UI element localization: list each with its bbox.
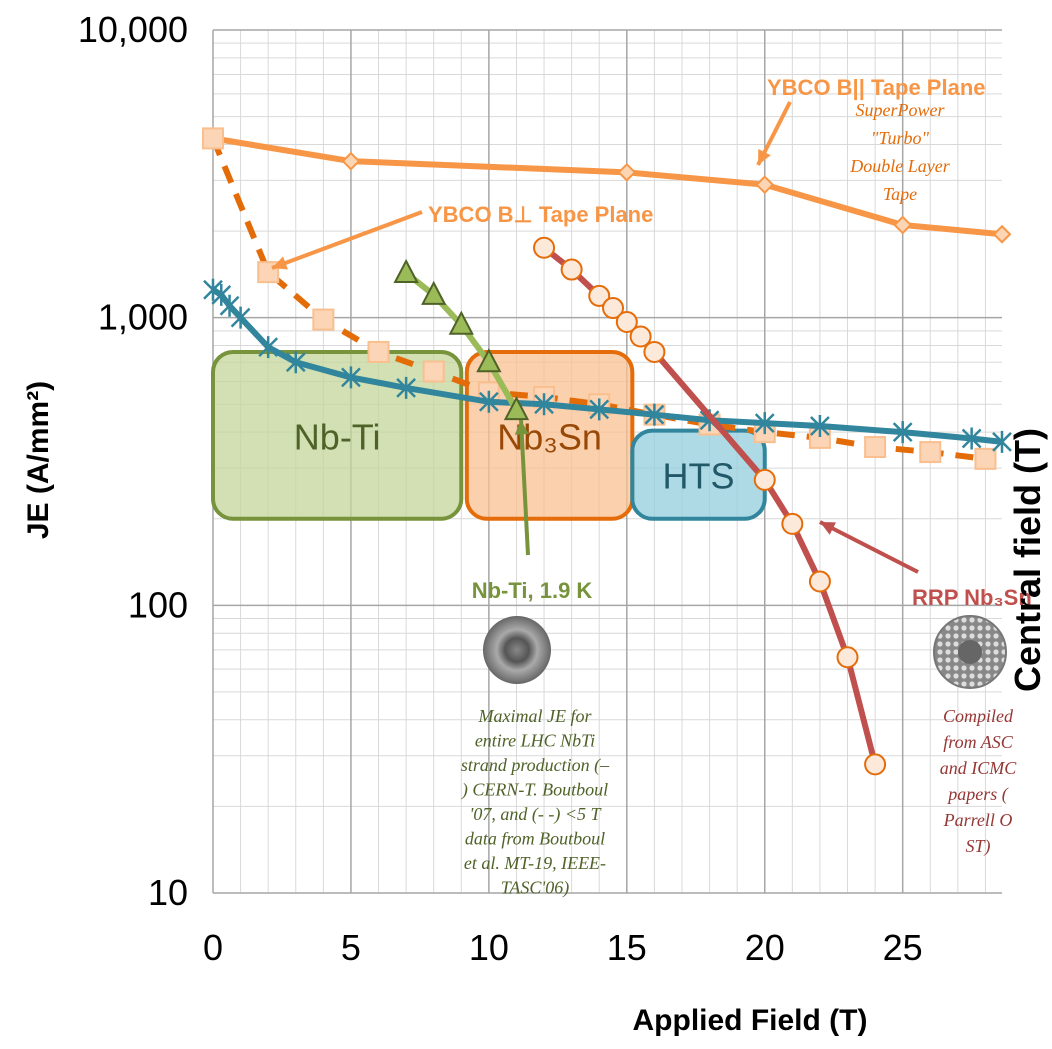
region-label: Nb₃Sn (497, 416, 602, 457)
annotation-line: from ASC (943, 732, 1014, 752)
marker (259, 336, 277, 358)
annotation: YBCO B⊥ Tape Plane (428, 202, 653, 227)
region-label: HTS (663, 456, 735, 497)
marker (313, 310, 333, 330)
marker (619, 164, 635, 180)
marker (994, 226, 1010, 242)
y-tick-label: 10 (148, 872, 188, 913)
marker (755, 470, 775, 490)
annotation: Nb-Ti, 1.9 K (472, 578, 593, 603)
marker (395, 261, 417, 282)
annotation-line: TASC'06) (501, 878, 570, 899)
marker (562, 260, 582, 280)
x-tick-label: 15 (607, 927, 647, 968)
y-tick-label: 10,000 (78, 9, 188, 50)
y-axis-label: JE (A/mm²) (22, 381, 55, 539)
x-tick-label: 10 (469, 927, 509, 968)
marker (865, 754, 885, 774)
chart: 10,0001,000100100510152025 Nb-TiNb₃SnHTS… (0, 0, 1052, 1049)
y-tick-label: 1,000 (98, 297, 188, 338)
annotation-line: '07, and (- -) <5 T (470, 804, 603, 825)
marker (782, 514, 802, 534)
annotation-line: data from Boutboul (465, 829, 605, 849)
marker (534, 238, 554, 258)
annotation-line: et al. MT-19, IEEE- (464, 853, 606, 873)
x-tick-label: 25 (883, 927, 923, 968)
annotation-line: ST) (965, 836, 990, 857)
marker (644, 342, 664, 362)
marker (203, 128, 223, 148)
strand-image (483, 616, 551, 684)
annotation-line: SuperPower (856, 100, 946, 120)
marker (343, 153, 359, 169)
marker (920, 442, 940, 462)
x-tick-label: 5 (341, 927, 361, 968)
annotation-line: strand production (– (461, 755, 610, 776)
marker (757, 177, 773, 193)
annotation-line: Maximal JE for (478, 706, 593, 726)
marker (865, 437, 885, 457)
y2-axis-label: Central field (T) (1007, 428, 1048, 692)
annotation-line: papers ( (946, 784, 1008, 805)
x-tick-label: 0 (203, 927, 223, 968)
marker (975, 449, 995, 469)
arrow (272, 212, 422, 268)
annotation-line: Double Layer (849, 156, 950, 176)
marker (838, 647, 858, 667)
annotation-line: and ICMC (940, 758, 1017, 778)
marker (810, 572, 830, 592)
annotation-line: Parrell O (943, 810, 1013, 830)
annotation-line: Tape (883, 184, 917, 204)
marker (424, 361, 444, 381)
annotation-line: entire LHC NbTi (475, 731, 595, 751)
x-axis-label: Applied Field (T) (633, 1004, 868, 1037)
strand-image-core (958, 640, 982, 664)
annotation: YBCO B|| Tape Plane (767, 75, 986, 100)
marker (369, 342, 389, 362)
annotation-line: ) CERN-T. Boutboul (461, 780, 608, 801)
y-tick-label: 100 (128, 584, 188, 625)
annotation-line: "Turbo" (871, 128, 930, 148)
region-label: Nb-Ti (294, 416, 381, 457)
x-tick-label: 20 (745, 927, 785, 968)
annotation-line: Compiled (943, 706, 1014, 726)
